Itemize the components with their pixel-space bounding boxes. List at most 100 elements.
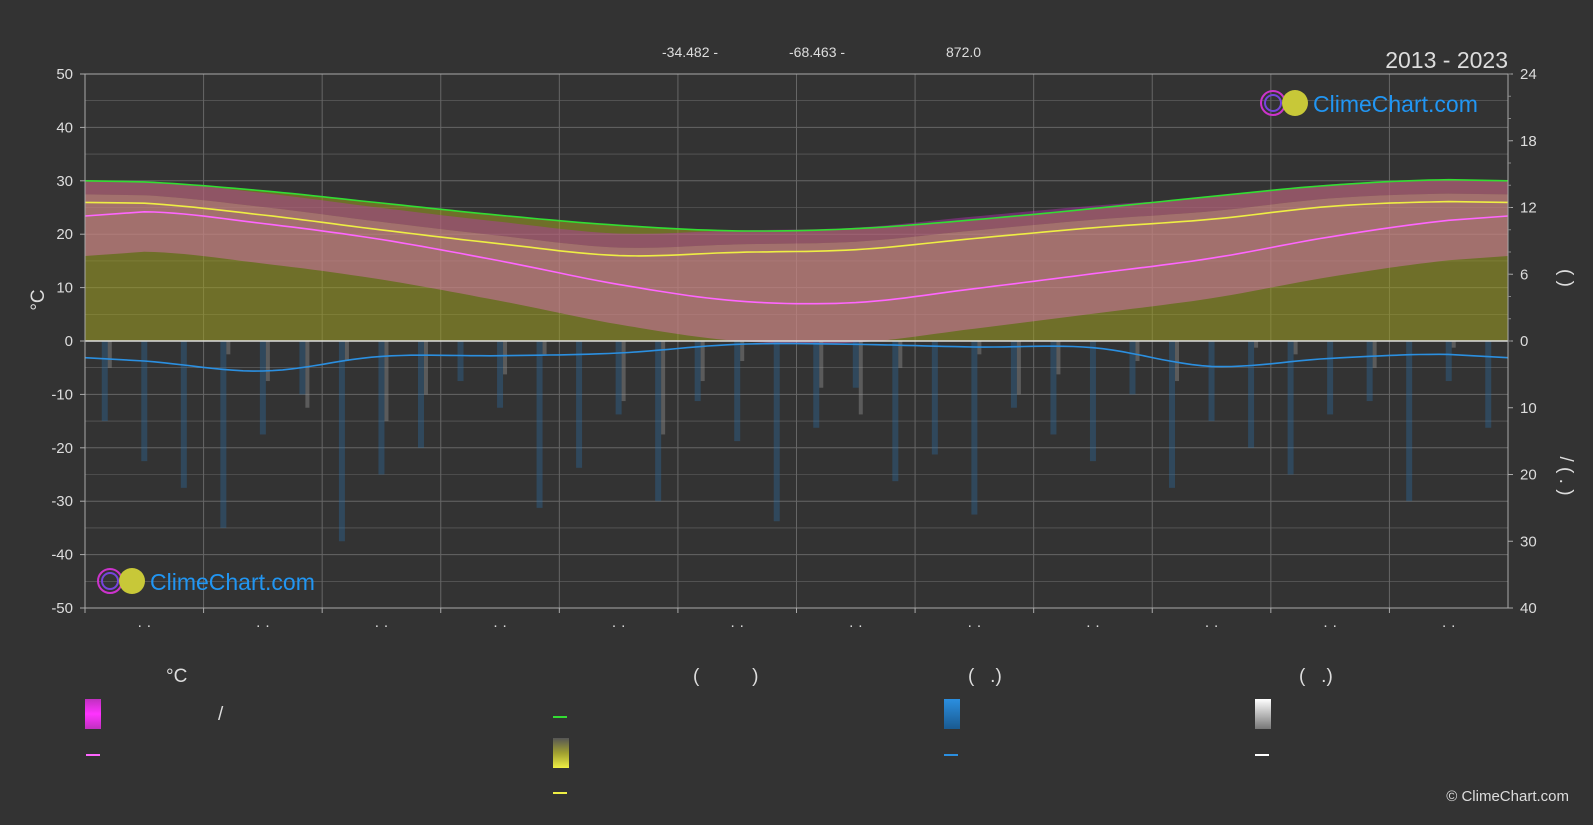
snow-bar (344, 341, 349, 362)
snow-bar (1016, 341, 1021, 395)
precipitation-bar (1010, 341, 1017, 408)
precipitation-bar (615, 341, 622, 415)
snow-bar (542, 341, 547, 355)
elevation-label: 872.0 (946, 44, 981, 60)
right-upper-tick-label: 12 (1520, 200, 1537, 217)
logo-top: ClimeChart.com (1260, 90, 1478, 117)
precipitation-bar (1169, 341, 1176, 488)
precipitation-bar (378, 341, 385, 475)
precipitation-bar (141, 341, 148, 462)
snow-bar (898, 341, 903, 368)
precipitation-bar (1089, 341, 1096, 462)
precipitation-bar (813, 341, 820, 428)
longitude-label: -68.463 - (789, 44, 845, 60)
right-upper-tick-label: 0 (1520, 333, 1528, 350)
precipitation-bar (931, 341, 938, 455)
legend-rain-line-swatch (944, 754, 958, 756)
left-tick-label: 30 (56, 173, 73, 190)
precipitation-bar (1248, 341, 1255, 448)
left-tick-label: -40 (51, 547, 73, 564)
sunshine-line (84, 178, 1509, 232)
precipitation-bar (1327, 341, 1334, 415)
precipitation-bar (773, 341, 780, 522)
legend-temp-heading: °C (166, 666, 188, 687)
precipitation-bar (1050, 341, 1057, 435)
snow-bar (384, 341, 389, 422)
right-lower-tick-label: 20 (1520, 467, 1537, 484)
left-tick-label: 40 (56, 119, 73, 136)
x-tick-label: · · (374, 617, 388, 634)
right-lower-axis-title: / ( . ) (1555, 456, 1576, 495)
snow-bar (858, 341, 863, 415)
x-tick-label: · · (730, 617, 744, 634)
logo-text-bottom: ClimeChart.com (150, 569, 315, 595)
legend-snow-swatch (1255, 699, 1271, 729)
legend-max-line-swatch (553, 792, 567, 794)
left-tick-label: 20 (56, 226, 73, 243)
left-tick-label: -30 (51, 493, 73, 510)
latitude-label: -34.482 - (662, 44, 718, 60)
logo-ring-inner-icon (101, 572, 119, 590)
precipitation-bar (180, 341, 187, 488)
snow-bar (503, 341, 508, 375)
snow-bar (1451, 341, 1456, 348)
snow-bar (819, 341, 824, 388)
precipitation-bar (497, 341, 504, 408)
logo-text-top: ClimeChart.com (1313, 91, 1478, 117)
axes: 50 40 30 20 10 0 -10 -20 -30 -40 -50 24 18 12 6 0 10 20 30… (51, 66, 1536, 634)
daylight-area (85, 179, 1508, 341)
snow-bar (1175, 341, 1180, 382)
right-upper-axis-title: ( ) (1555, 269, 1576, 287)
temperature-max-fringe (85, 179, 1508, 248)
precipitation-bar (457, 341, 464, 382)
snow-bar (740, 341, 745, 362)
legend-rain-swatch (944, 699, 960, 729)
right-upper-tick-label: 6 (1520, 266, 1528, 283)
precipitation-bar (338, 341, 345, 542)
legend-temp-range-swatch (85, 699, 101, 729)
logo-bottom: ClimeChart.com (97, 568, 315, 595)
x-tick-label: · · (1204, 617, 1218, 634)
right-upper-tick-label: 24 (1520, 66, 1537, 83)
snow-bar (1135, 341, 1140, 362)
left-tick-label: -10 (51, 386, 73, 403)
snow-bar (1056, 341, 1061, 375)
max-temperature-line (84, 200, 1509, 257)
snow-bar (423, 341, 428, 395)
snow-bar (226, 341, 231, 355)
left-tick-label: -50 (51, 600, 73, 617)
right-lower-tick-label: 30 (1520, 533, 1537, 550)
legend-range-slash: / (218, 704, 224, 725)
snow-bar (700, 341, 705, 382)
precipitation-bar (576, 341, 583, 468)
legend-rain-heading: ( .) (968, 666, 1002, 687)
snow-bar (305, 341, 310, 408)
precipitation-bar (971, 341, 978, 515)
x-tick-label: · · (256, 617, 270, 634)
right-lower-tick-label: 10 (1520, 400, 1537, 417)
legend-snow-line-swatch (1255, 754, 1269, 756)
mean-temperature-line (84, 210, 1509, 305)
legend-snow-heading: ( .) (1299, 666, 1333, 687)
x-tick-label: · · (1086, 617, 1100, 634)
chart-lines (84, 178, 1509, 372)
precipitation-bar (852, 341, 859, 388)
legend-sun-heading: ( ) (693, 666, 759, 687)
left-tick-label: 50 (56, 66, 73, 83)
precipitation-bar (892, 341, 899, 482)
legend-temp-line-swatch (86, 754, 100, 756)
left-tick-label: -20 (51, 440, 73, 457)
snow-bar (661, 341, 666, 435)
right-lower-tick-label: 40 (1520, 600, 1537, 617)
temperature-range-band (85, 193, 1508, 344)
snow-bar (1254, 341, 1259, 348)
precipitation-bar (1287, 341, 1294, 475)
x-tick-label: · · (1442, 617, 1456, 634)
snow-bar (621, 341, 626, 402)
precipitation-bar (1366, 341, 1373, 402)
x-tick-label: · · (137, 617, 151, 634)
x-tick-label: · · (612, 617, 626, 634)
snow-bar (265, 341, 270, 382)
left-tick-label: 0 (65, 333, 73, 350)
